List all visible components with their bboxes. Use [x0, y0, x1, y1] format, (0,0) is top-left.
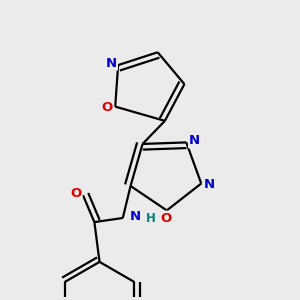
Text: O: O — [102, 101, 113, 114]
Text: H: H — [146, 212, 156, 225]
Text: N: N — [106, 56, 117, 70]
Text: N: N — [204, 178, 215, 191]
Text: O: O — [161, 212, 172, 225]
Text: N: N — [130, 211, 141, 224]
Text: N: N — [189, 134, 200, 147]
Text: O: O — [70, 187, 81, 200]
